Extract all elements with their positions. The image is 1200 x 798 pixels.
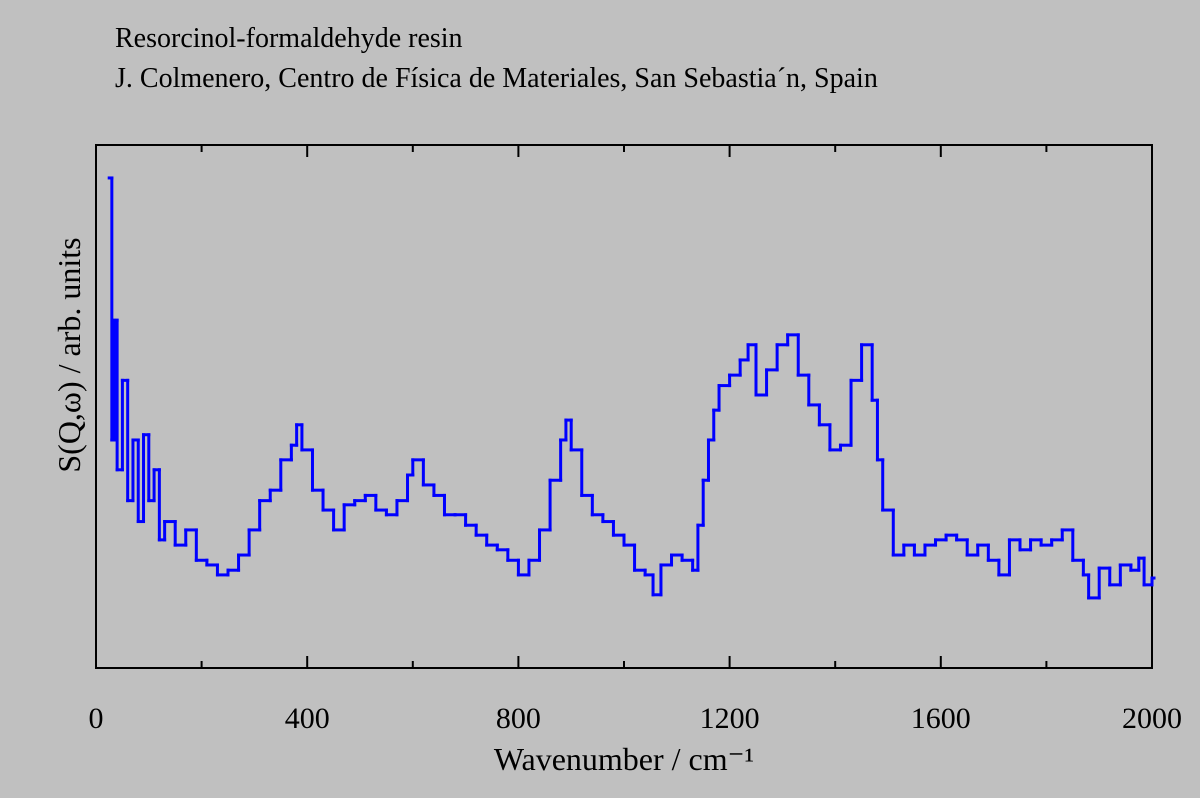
y-axis-label: S(Q,ω) / arb. units — [51, 237, 87, 472]
plot-frame — [95, 144, 1153, 669]
chart-title: Resorcinol-formaldehyde resin — [115, 23, 463, 54]
x-tick-label: 400 — [285, 702, 330, 735]
x-tick-label: 2000 — [1122, 702, 1182, 735]
x-tick-label: 1600 — [911, 702, 971, 735]
x-tick-label: 0 — [89, 702, 104, 735]
x-tick-label: 1200 — [700, 702, 760, 735]
chart-subtitle: J. Colmenero, Centro de Física de Materi… — [115, 63, 878, 94]
x-axis-label: Wavenumber / cm⁻¹ — [494, 741, 754, 777]
x-tick-label: 800 — [496, 702, 541, 735]
